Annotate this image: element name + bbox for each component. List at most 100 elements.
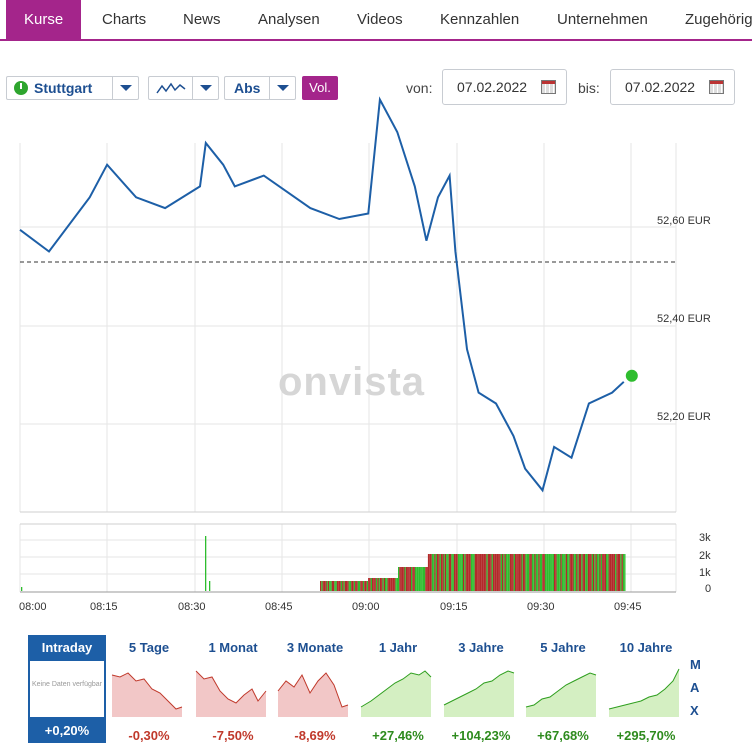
period-5-tage[interactable]: 5 Tage -0,30% <box>110 635 188 743</box>
volume-bar <box>568 554 570 591</box>
mode-select[interactable]: Abs <box>224 76 296 100</box>
volume-bar <box>570 554 573 591</box>
max-letter[interactable]: A <box>690 680 700 695</box>
volume-bar <box>569 554 571 591</box>
tab-analysen[interactable]: Analysen <box>258 11 320 28</box>
volume-bar <box>438 554 440 591</box>
volume-bar <box>392 578 395 591</box>
x-axis-label: 08:00 <box>19 601 47 613</box>
volume-bar <box>531 554 534 591</box>
volume-bar <box>576 554 578 591</box>
max-letter[interactable]: M <box>690 657 701 672</box>
volume-bar <box>420 567 422 591</box>
tab-unternehmen[interactable]: Unternehmen <box>557 11 648 28</box>
tab-zugehoerig[interactable]: Zugehörig <box>685 11 752 28</box>
period-label: 5 Jahre <box>540 640 586 655</box>
volume-bar <box>538 554 540 591</box>
period-1-jahr[interactable]: 1 Jahr +27,46% <box>359 635 437 743</box>
from-date-input[interactable]: 07.02.2022 <box>442 69 567 105</box>
volume-bar <box>452 554 454 591</box>
volume-bar <box>509 554 512 591</box>
period-change: -0,30% <box>128 728 170 743</box>
volume-bars <box>21 536 626 591</box>
volume-bar <box>329 581 331 591</box>
volume-bar <box>612 554 614 591</box>
volume-bar <box>404 567 406 591</box>
tab-charts[interactable]: Charts <box>102 11 147 28</box>
calendar-icon[interactable] <box>541 80 556 94</box>
volume-bar <box>474 554 476 591</box>
volume-bar <box>486 554 488 591</box>
period-label: 1 Jahr <box>378 640 418 655</box>
period-3-monate[interactable]: 3 Monate -8,69% <box>276 635 354 743</box>
period-label: 5 Tage <box>128 640 170 655</box>
volume-bar <box>398 567 400 591</box>
max-letter[interactable]: X <box>690 703 699 718</box>
volume-bar <box>352 581 354 591</box>
period-label: 10 Jahre <box>619 640 673 655</box>
period-label: Intraday <box>41 640 93 655</box>
volume-label: 1k <box>699 567 711 579</box>
period-1-monat[interactable]: 1 Monat -7,50% <box>194 635 272 743</box>
chevron-down-icon[interactable] <box>269 77 295 99</box>
volume-bar <box>411 567 413 591</box>
volume-bar <box>554 554 556 591</box>
tab-news[interactable]: News <box>183 11 221 28</box>
from-label: von: <box>406 80 433 96</box>
volume-bar <box>361 581 363 591</box>
volume-bar <box>521 554 523 591</box>
period-change: -8,69% <box>294 728 336 743</box>
volume-bar <box>485 554 487 591</box>
volume-bar <box>505 554 508 591</box>
volume-bar <box>522 554 525 591</box>
volume-bar <box>453 554 456 591</box>
volume-bar <box>556 554 558 591</box>
tab-kurse[interactable]: Kurse <box>6 0 82 39</box>
volume-bar <box>334 581 336 591</box>
volume-bar <box>387 578 389 591</box>
volume-bar <box>422 567 424 591</box>
volume-bar <box>591 554 593 591</box>
y-axis-label: 52,40 EUR <box>657 313 711 325</box>
volume-bar <box>442 554 444 591</box>
volume-bar <box>421 567 423 591</box>
tab-kennzahlen[interactable]: Kennzahlen <box>440 11 520 28</box>
volume-bar <box>529 554 531 591</box>
volume-bar <box>619 554 621 591</box>
volume-bar <box>374 578 376 591</box>
volume-bar <box>547 554 549 591</box>
volume-bar <box>348 581 350 591</box>
period-intraday[interactable]: Intraday Keine Daten verfügbar +0,20% <box>28 635 106 743</box>
volume-bar <box>391 578 393 591</box>
line-chart-icon <box>149 81 192 95</box>
volume-bar <box>435 554 437 591</box>
tab-videos[interactable]: Videos <box>357 11 403 28</box>
calendar-icon[interactable] <box>709 80 724 94</box>
chevron-down-icon[interactable] <box>192 77 218 99</box>
volume-bar <box>405 567 408 591</box>
volume-bar <box>560 554 562 591</box>
to-date-input[interactable]: 07.02.2022 <box>610 69 735 105</box>
period-10-jahre[interactable]: 10 Jahre +295,70% <box>607 635 685 743</box>
y-axis-label: 52,20 EUR <box>657 411 711 423</box>
period-3-jahre[interactable]: 3 Jahre +104,23% <box>442 635 520 743</box>
period-change: +295,70% <box>616 728 676 743</box>
volume-bar <box>439 554 441 591</box>
volume-toggle[interactable]: Vol. <box>302 76 338 100</box>
chevron-down-icon[interactable] <box>112 77 138 99</box>
volume-bar <box>330 581 332 591</box>
volume-bar <box>401 567 404 591</box>
volume-bar <box>416 567 418 591</box>
volume-bar <box>621 554 623 591</box>
period-change: +104,23% <box>451 728 511 743</box>
chart-type-select[interactable] <box>148 76 219 100</box>
volume-bar <box>355 581 357 591</box>
x-axis-label: 08:30 <box>178 601 206 613</box>
volume-bar <box>517 554 519 591</box>
volume-bar <box>370 578 372 591</box>
exchange-select[interactable]: Stuttgart <box>6 76 139 100</box>
period-5-jahre[interactable]: 5 Jahre +67,68% <box>524 635 602 743</box>
volume-bar <box>338 581 340 591</box>
volume-bar <box>321 581 323 591</box>
